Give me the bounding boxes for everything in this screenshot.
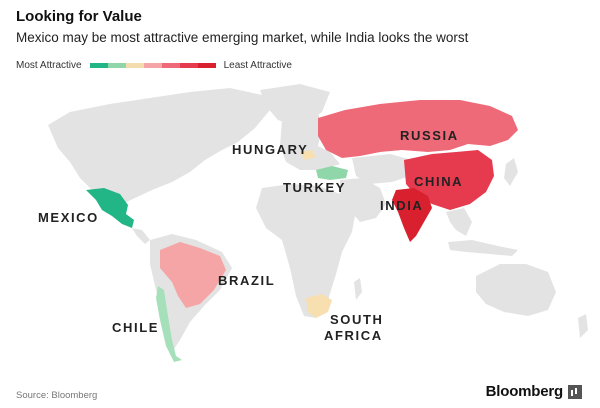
- australia-land: [476, 264, 556, 316]
- label-chile: CHILE: [112, 320, 159, 335]
- legend-right-label: Least Attractive: [223, 60, 292, 71]
- china-shape: [404, 150, 494, 210]
- color-legend: Most Attractive Least Attractive: [16, 60, 292, 71]
- legend-swatch: [143, 63, 162, 68]
- chart-title: Looking for Value: [16, 8, 142, 25]
- india-shape: [392, 188, 432, 242]
- south-africa-shape: [306, 294, 332, 318]
- central-asia-land: [352, 154, 412, 184]
- source-note: Source: Bloomberg: [16, 390, 98, 401]
- legend-swatch: [179, 63, 198, 68]
- label-mexico: MEXICO: [38, 210, 99, 225]
- legend-swatch: [125, 63, 144, 68]
- new-zealand-land: [578, 314, 588, 338]
- legend-swatch: [197, 63, 216, 68]
- label-russia: RUSSIA: [400, 128, 459, 143]
- chile-shape: [156, 286, 182, 362]
- label-south-africa-line2: AFRICA: [324, 328, 383, 343]
- bloomberg-logo: Bloomberg: [486, 383, 582, 400]
- madagascar-land: [354, 278, 362, 300]
- russia-shape: [318, 100, 518, 158]
- world-map: RUSSIA HUNGARY TURKEY CHINA INDIA MEXICO…: [38, 84, 588, 362]
- label-hungary: HUNGARY: [232, 142, 308, 157]
- label-south-africa-line1: SOUTH: [330, 312, 384, 327]
- legend-swatch: [89, 63, 108, 68]
- label-china: CHINA: [414, 174, 463, 189]
- legend-scale: [89, 63, 216, 68]
- hungary-shape: [300, 150, 316, 160]
- brazil-shape: [160, 242, 226, 308]
- legend-swatch: [161, 63, 180, 68]
- chart-subtitle: Mexico may be most attractive emerging m…: [16, 30, 469, 45]
- africa-land: [256, 184, 356, 318]
- label-turkey: TURKEY: [283, 180, 346, 195]
- central-america-land: [132, 228, 150, 244]
- europe-land: [280, 112, 340, 170]
- brand-wordmark: Bloomberg: [485, 383, 564, 400]
- middle-east-land: [340, 178, 386, 222]
- southeast-asia-land: [446, 208, 472, 236]
- label-brazil: BRAZIL: [218, 273, 275, 288]
- indonesia-land: [448, 240, 518, 256]
- north-america-land: [48, 88, 270, 205]
- bloomberg-chart-icon: [568, 384, 582, 399]
- label-india: INDIA: [380, 198, 423, 213]
- turkey-shape: [316, 166, 348, 180]
- mexico-shape: [86, 188, 134, 228]
- japan-land: [504, 158, 518, 186]
- legend-left-label: Most Attractive: [16, 60, 82, 71]
- legend-swatch: [107, 63, 126, 68]
